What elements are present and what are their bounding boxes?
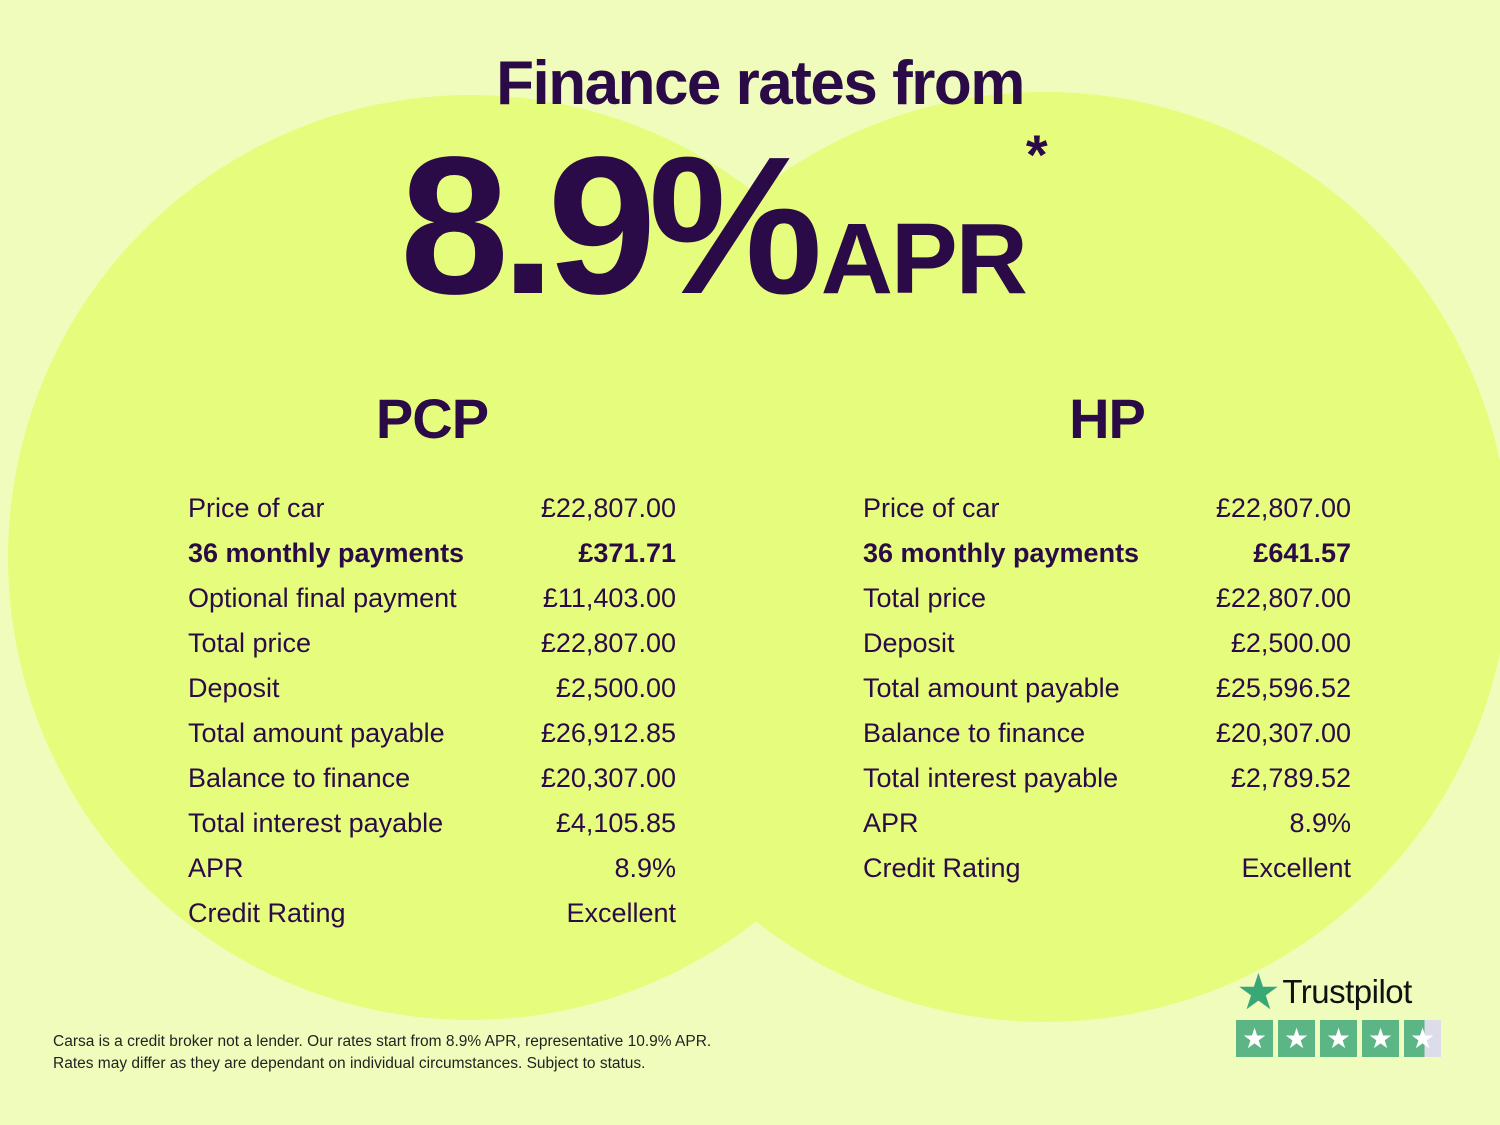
row-label: Total interest payable [188,808,444,839]
row-value: £22,807.00 [540,628,676,659]
rate-value: 8.9% [400,116,823,335]
row-label: Optional final payment [188,583,457,614]
row-value: £641.57 [1253,538,1351,569]
pcp-row: Credit Rating Excellent [188,891,676,936]
pcp-row: Optional final payment £11,403.00 [188,576,676,621]
rate-display: 8.9%APR* [400,123,1048,324]
pcp-title: PCP [375,387,489,450]
row-value: 8.9% [1289,808,1351,839]
row-value: £22,807.00 [1215,493,1351,524]
asterisk: * [1025,123,1048,186]
rate-suffix: APR [820,203,1028,315]
pcp-row: Total price £22,807.00 [188,621,676,666]
hp-row: Price of car £22,807.00 [863,486,1351,531]
rating-star-icon: ★ [1278,1020,1315,1057]
pcp-row: Balance to finance £20,307.00 [188,756,676,801]
row-label: 36 monthly payments [188,538,465,569]
row-value: £26,912.85 [540,718,676,749]
row-label: Credit Rating [188,898,346,929]
row-value: £20,307.00 [1215,718,1351,749]
row-label: Credit Rating [863,853,1021,884]
trustpilot-star-icon: ★ [1236,964,1281,1020]
row-value: £11,403.00 [542,583,676,614]
pcp-row: Total interest payable £4,105.85 [188,801,676,846]
hp-row: Credit Rating Excellent [863,846,1351,891]
row-label: Deposit [863,628,955,659]
hp-row: 36 monthly payments £641.57 [863,531,1351,576]
row-label: 36 monthly payments [863,538,1140,569]
row-value: £22,807.00 [1215,583,1351,614]
disclaimer-line-1: Carsa is a credit broker not a lender. O… [53,1033,712,1050]
background-circle-right [580,92,1500,1022]
row-value: £2,789.52 [1230,763,1351,794]
row-label: Deposit [188,673,280,704]
row-label: Total interest payable [863,763,1119,794]
pcp-row: Deposit £2,500.00 [188,666,676,711]
row-value: £20,307.00 [540,763,676,794]
row-value: £2,500.00 [1230,628,1351,659]
pcp-table: PCP Price of car £22,807.00 36 monthly pay… [188,385,676,936]
row-value: £4,105.85 [555,808,676,839]
trustpilot-rating: ★ ★ ★ ★ ★ [1236,1020,1441,1057]
row-label: Balance to finance [188,763,411,794]
trustpilot-logo: ★ Trustpilot [1236,964,1441,1020]
row-value: Excellent [1241,853,1351,884]
row-label: Total price [863,583,987,614]
trustpilot-badge[interactable]: ★ Trustpilot ★ ★ ★ ★ ★ [1236,964,1441,1057]
rating-star-icon: ★ [1404,1020,1441,1057]
hp-row: Deposit £2,500.00 [863,621,1351,666]
row-label: APR [188,853,244,884]
hp-row: Total amount payable £25,596.52 [863,666,1351,711]
row-label: Total price [188,628,312,659]
rating-star-icon: ★ [1236,1020,1273,1057]
row-label: Balance to finance [863,718,1086,749]
pcp-row: Total amount payable £26,912.85 [188,711,676,756]
headline: Finance rates from [496,49,1025,118]
pcp-row: 36 monthly payments £371.71 [188,531,676,576]
row-label: Total amount payable [188,718,445,749]
disclaimer: Carsa is a credit broker not a lender. O… [53,1031,711,1075]
row-value: Excellent [566,898,676,929]
row-label: APR [863,808,919,839]
row-label: Price of car [863,493,1000,524]
pcp-row: APR 8.9% [188,846,676,891]
row-value: 8.9% [614,853,676,884]
hp-row: APR 8.9% [863,801,1351,846]
hp-row: Balance to finance £20,307.00 [863,711,1351,756]
row-label: Total amount payable [863,673,1120,704]
row-label: Price of car [188,493,325,524]
row-value: £371.71 [578,538,676,569]
hp-row: Total price £22,807.00 [863,576,1351,621]
row-value: £25,596.52 [1215,673,1351,704]
row-value: £22,807.00 [540,493,676,524]
rating-star-icon: ★ [1320,1020,1357,1057]
disclaimer-line-2: Rates may differ as they are dependant o… [53,1055,646,1072]
hp-row: Total interest payable £2,789.52 [863,756,1351,801]
hp-table: HP Price of car £22,807.00 36 monthly paym… [863,385,1351,891]
hp-title: HP [1069,387,1146,450]
trustpilot-name: Trustpilot [1282,973,1412,1010]
rating-star-icon: ★ [1362,1020,1399,1057]
row-value: £2,500.00 [555,673,676,704]
pcp-row: Price of car £22,807.00 [188,486,676,531]
